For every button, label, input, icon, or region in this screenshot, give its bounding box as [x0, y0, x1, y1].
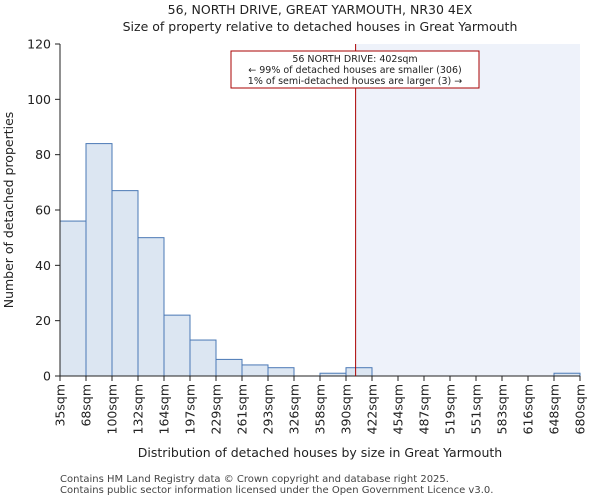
y-tick-label: 120 [27, 37, 51, 52]
chart-subtitle: Size of property relative to detached ho… [123, 19, 518, 34]
x-tick-label: 197sqm [183, 384, 198, 434]
annotation-box: 56 NORTH DRIVE: 402sqm ← 99% of detached… [230, 50, 480, 89]
x-tick-label: 519sqm [443, 384, 458, 434]
histogram-bar [111, 190, 139, 377]
annotation-line-3: 1% of semi-detached houses are larger (3… [248, 76, 462, 87]
x-tick-label: 390sqm [339, 384, 354, 434]
x-tick-label: 422sqm [365, 384, 380, 434]
y-tick-label: 60 [35, 203, 51, 218]
x-tick-label: 132sqm [131, 384, 146, 434]
x-tick-label: 358sqm [313, 384, 328, 434]
x-tick-label: 35sqm [53, 384, 68, 427]
histogram-bar [137, 237, 165, 377]
y-tick-label: 80 [35, 147, 51, 162]
histogram-bar [267, 367, 295, 377]
histogram-bar [85, 143, 113, 377]
x-tick-label: 616sqm [521, 384, 536, 434]
annotation-line-2: ← 99% of detached houses are smaller (30… [248, 65, 461, 76]
x-tick-label: 100sqm [105, 384, 120, 434]
x-tick-label: 487sqm [417, 384, 432, 434]
x-tick-label: 680sqm [573, 384, 588, 434]
x-tick-label: 326sqm [287, 384, 302, 434]
histogram-bar [163, 314, 191, 377]
histogram-bar [189, 339, 217, 377]
x-tick-label: 583sqm [495, 384, 510, 434]
x-tick-label: 454sqm [391, 384, 406, 434]
histogram-bar [241, 364, 269, 377]
footer-copyright: Contains HM Land Registry data © Crown c… [60, 474, 449, 485]
y-tick-label: 0 [43, 369, 51, 384]
larger-region-shade [355, 44, 580, 376]
histogram-bar [215, 358, 243, 377]
x-tick-label: 68sqm [79, 384, 94, 427]
x-tick-label: 164sqm [157, 384, 172, 434]
y-tick-label: 40 [35, 258, 51, 273]
histogram-bar [59, 220, 87, 377]
x-tick-label: 551sqm [469, 384, 484, 434]
y-tick-label: 20 [35, 313, 51, 328]
x-axis-label: Distribution of detached houses by size … [138, 445, 502, 460]
y-axis-label: Number of detached properties [1, 112, 16, 309]
y-tick-label: 100 [27, 92, 51, 107]
footer-licence: Contains public sector information licen… [60, 485, 494, 496]
x-tick-label: 648sqm [547, 384, 562, 434]
x-tick-label: 293sqm [261, 384, 276, 434]
histogram-bar [345, 367, 373, 377]
annotation-line-1: 56 NORTH DRIVE: 402sqm [292, 54, 417, 65]
x-tick-label: 229sqm [209, 384, 224, 434]
x-tick-label: 261sqm [235, 384, 250, 434]
chart-title: 56, NORTH DRIVE, GREAT YARMOUTH, NR30 4E… [168, 2, 473, 17]
